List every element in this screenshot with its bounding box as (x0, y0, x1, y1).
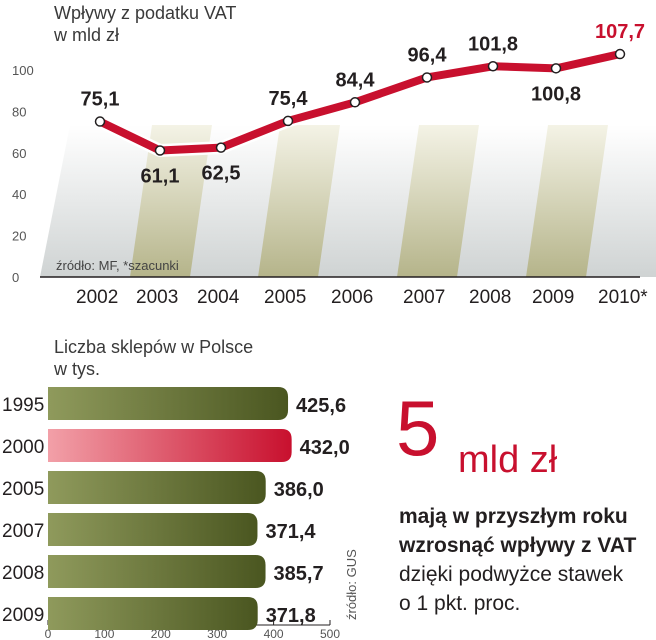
data-label: 84,4 (336, 69, 376, 91)
y-tick-label: 60 (12, 146, 26, 161)
data-label: 100,8 (531, 83, 581, 105)
callout-unit: mld zł (458, 439, 558, 481)
x-tick-label: 2010* (598, 287, 648, 308)
x-tick-label: 2006 (331, 287, 373, 308)
data-label: 101,8 (468, 33, 518, 55)
year-band (526, 125, 608, 277)
callout-line3: dzięki podwyżce stawek (399, 563, 624, 586)
bar (48, 555, 266, 588)
x-tick-label: 0 (45, 627, 52, 640)
category-label: 2000 (2, 437, 44, 458)
callout-text: mają w przyszłym roku wzrosnąć wpływy z … (399, 502, 636, 618)
bar (48, 513, 258, 546)
source-note: źródło: GUS (344, 549, 359, 620)
category-label: 2009 (2, 605, 44, 626)
bar-highlight (48, 429, 292, 462)
x-tick-label: 2004 (197, 287, 240, 308)
x-tick-label: 2009 (532, 287, 574, 308)
x-tick-label: 400 (264, 627, 284, 640)
year-band (258, 125, 340, 277)
value-label: 432,0 (300, 437, 350, 459)
year-band (397, 125, 479, 277)
x-tick-label: 2007 (403, 287, 445, 308)
year-band (130, 125, 212, 277)
data-label: 75,1 (81, 89, 120, 111)
data-point (154, 145, 166, 156)
category-label: 2007 (2, 521, 44, 542)
x-tick-label: 500 (320, 627, 340, 640)
callout-line1: mają w przyszłym roku (399, 505, 628, 528)
vat-chart-subtitle: w mld zł (54, 25, 120, 45)
source-note: źródło: MF, *szacunki (56, 258, 179, 273)
callout-line2: wzrosnąć wpływy z VAT (399, 534, 637, 557)
data-point (215, 142, 227, 153)
category-label: 2008 (2, 563, 44, 584)
shops-chart-title: Liczba sklepów w Polsce (54, 337, 254, 357)
y-tick-label: 80 (12, 104, 26, 119)
x-tick-label: 2003 (136, 287, 178, 308)
data-label: 75,4 (269, 88, 309, 110)
value-label: 385,7 (274, 563, 324, 585)
bar (48, 471, 266, 504)
data-point (94, 116, 106, 127)
data-label: 96,4 (408, 44, 448, 66)
callout-line4: o 1 pkt. proc. (399, 592, 521, 615)
vat-chart-title: Wpływy z podatku VAT (54, 3, 237, 23)
y-tick-label: 0 (12, 270, 19, 285)
value-label: 425,6 (296, 395, 346, 417)
y-tick-label: 100 (12, 63, 34, 78)
data-point (349, 97, 361, 108)
data-point (421, 72, 433, 83)
data-label: 62,5 (202, 163, 241, 185)
bar (48, 597, 258, 630)
data-point (282, 115, 294, 127)
x-tick-label: 2002 (76, 287, 118, 308)
shops-chart-subtitle: w tys. (54, 359, 101, 379)
category-label: 2005 (2, 479, 44, 500)
category-label: 1995 (2, 395, 44, 416)
data-label: 107,7 (595, 21, 645, 43)
x-tick-label: 2008 (469, 287, 511, 308)
value-label: 371,4 (265, 521, 316, 543)
data-label: 61,1 (141, 166, 180, 188)
y-tick-label: 40 (12, 187, 26, 202)
bar (48, 387, 289, 420)
x-tick-label: 100 (94, 627, 114, 640)
value-label: 386,0 (274, 479, 324, 501)
callout-number: 5 (396, 384, 440, 472)
x-tick-label: 300 (207, 627, 227, 640)
data-point (550, 63, 562, 74)
y-tick-label: 20 (12, 229, 26, 244)
x-tick-label: 2005 (264, 287, 306, 308)
data-point (614, 48, 626, 60)
x-tick-label: 200 (151, 627, 171, 640)
data-point (487, 61, 499, 72)
value-label: 371,8 (266, 605, 316, 627)
